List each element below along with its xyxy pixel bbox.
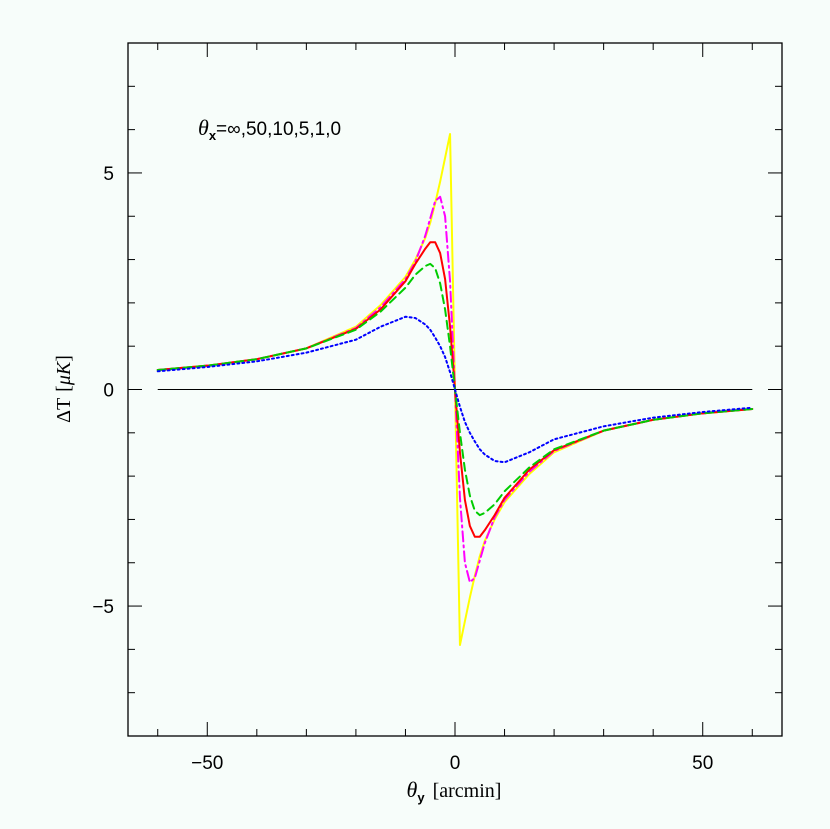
y-tick-label: 0 [103, 381, 114, 402]
x-tick-label: 50 [692, 753, 713, 774]
y-tick-label: −5 [92, 597, 114, 618]
x-axis-units: [arcmin] [433, 780, 502, 802]
y-axis-mu: μ [53, 375, 75, 386]
series-line-theta-x-1 [156, 315, 754, 464]
x-axis-label: θy [arcmin] [407, 777, 502, 805]
annotation-theta-values: =∞,50,10,5,1,0 [216, 119, 341, 140]
series-line-theta-x-50 [156, 195, 754, 584]
series-group [156, 132, 754, 647]
y-axis-symbol: T [53, 398, 75, 410]
axis-ticks [128, 42, 782, 737]
y-tick-label: 5 [103, 164, 114, 185]
annotation-theta-subscript: x [209, 128, 217, 143]
y-axis-unit: K [53, 360, 75, 376]
x-axis-subscript: y [417, 790, 425, 805]
plot-frame [127, 42, 783, 737]
theta-annotation: θx=∞,50,10,5,1,0 [198, 115, 341, 143]
y-axis-delta: Δ [53, 410, 75, 423]
y-axis-units-close: ] [53, 355, 75, 362]
y-axis-units-open: [ [53, 385, 75, 392]
y-axis-label: ΔT [μK] [53, 355, 75, 423]
x-tick-label: −50 [191, 753, 223, 774]
annotation-theta-symbol: θ [198, 115, 209, 140]
x-axis-symbol: θ [407, 777, 418, 802]
tick-labels: −50 0 50−505 [92, 164, 713, 774]
x-tick-label: 0 [450, 753, 461, 774]
